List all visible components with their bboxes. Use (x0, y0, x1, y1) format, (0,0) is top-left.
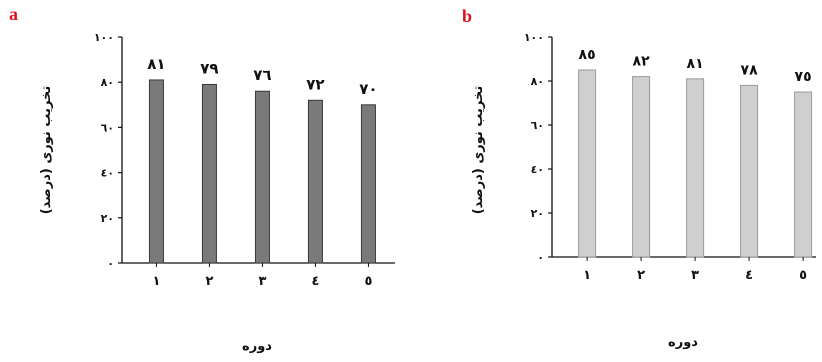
data-label: ۷٦ (253, 66, 271, 84)
x-tick-label: ٤ (311, 274, 319, 289)
data-label: ۷٥ (795, 69, 812, 85)
data-label: ۷۹ (200, 59, 218, 77)
x-axis-title: دوره (242, 339, 272, 354)
chart-panel-a: a ۰ ۲۰ ٤۰ ٦۰ ۸۰ ۱۰۰ ۸۱ ۱ ۷۹ ۲ ۷٦ ۳ ۷۲ ٤ ۷۰ ٥ تخریب نوری … (9, 4, 395, 354)
bar-chart-b: ۰ ۲۰ ٤۰ ٦۰ ۸۰ ۱۰۰ ۸٥ ۱ ۸۲ ۲ ۸۱ ۳ ۷۸ ٤ ۷٥ ٥ تخریب نوری (د… (471, 31, 816, 350)
y-axis-title: تخریب نوری (درصد) (471, 86, 486, 215)
bar (201, 83, 217, 264)
bar (794, 91, 813, 258)
data-label: ۷۰ (359, 80, 377, 98)
x-tick-label: ۱ (152, 274, 160, 289)
bar-chart-a: ۰ ۲۰ ٤۰ ٦۰ ۸۰ ۱۰۰ ۸۱ ۱ ۷۹ ۲ ۷٦ ۳ ۷۲ ٤ ۷۰ ٥ تخریب نوری (د… (39, 31, 395, 354)
bar (578, 69, 597, 258)
data-label: ۸۲ (633, 54, 651, 70)
y-tick-label: ۰ (107, 257, 114, 270)
x-tick-label: ۳ (691, 268, 699, 283)
y-tick-label: ٦۰ (531, 119, 544, 132)
y-tick-label: ٤۰ (531, 163, 544, 176)
y-tick-label: ۰ (537, 251, 544, 264)
chart-panel-b: b ۰ ۲۰ ٤۰ ٦۰ ۸۰ ۱۰۰ ۸٥ ۱ ۸۲ ۲ ۸۱ ۳ ۷۸ ٤ ۷٥ ٥ تخریب نوری … (411, 0, 822, 362)
y-axis-title: تخریب نوری (درصد) (39, 86, 54, 215)
data-label: ۸۱ (147, 55, 165, 73)
y-tick-label: ٤۰ (101, 167, 114, 180)
x-tick-label: ۳ (258, 274, 266, 289)
bar (254, 90, 270, 264)
x-tick-label: ٤ (745, 268, 753, 283)
data-label: ۷۸ (741, 62, 759, 78)
panel-label-a: a (9, 4, 18, 24)
y-tick-label: ۲۰ (531, 207, 544, 220)
bar (148, 79, 164, 264)
panel-label-b: b (462, 6, 473, 26)
x-tick-label: ۱ (583, 268, 591, 283)
y-tick-label: ۲۰ (101, 212, 114, 225)
x-axis-title: دوره (668, 335, 698, 350)
x-tick-label: ۲ (637, 268, 645, 283)
x-tick-label: ٥ (364, 274, 372, 289)
y-tick-label: ۸۰ (101, 76, 114, 89)
bar (632, 76, 651, 258)
bar (740, 84, 759, 258)
y-tick-label: ۸۰ (531, 75, 544, 88)
bar (360, 104, 376, 264)
y-tick-label: ۱۰۰ (524, 31, 544, 44)
data-label: ۷۲ (306, 75, 324, 93)
x-tick-label: ٥ (799, 268, 807, 283)
data-label: ۸٥ (579, 47, 596, 63)
bar (307, 99, 323, 264)
x-tick-label: ۲ (205, 274, 213, 289)
data-label: ۸۱ (687, 56, 704, 72)
y-tick-label: ۱۰۰ (94, 31, 114, 44)
y-tick-label: ٦۰ (101, 121, 114, 134)
bar (686, 78, 705, 258)
